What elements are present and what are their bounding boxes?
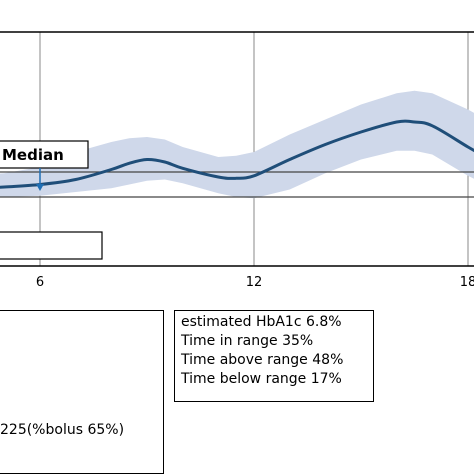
median-line xyxy=(0,119,474,189)
x-tick-label-12: 12 xyxy=(246,275,263,290)
median-callout-label: Median xyxy=(2,146,64,164)
stats-hba1c: estimated HbA1c 6.8% xyxy=(181,314,342,330)
x-tick-label-6: 6 xyxy=(36,275,44,290)
stats-time-in-range: Time in range 35% xyxy=(181,333,314,349)
median-callout-arrowhead xyxy=(36,184,44,191)
x-tick-labels: 6 12 18 xyxy=(36,275,474,290)
bolus-text: 225(%bolus 65%) xyxy=(0,422,125,438)
stats-time-above-range: Time above range 48% xyxy=(181,352,344,368)
empty-label-box xyxy=(0,231,103,260)
plot-frame xyxy=(0,31,474,267)
median-callout-box xyxy=(0,140,89,169)
x-tick-label-18: 18 xyxy=(460,275,474,290)
target-range-lines xyxy=(0,171,474,198)
glycemic-stats-box: estimated HbA1c 6.8% Time in range 35% T… xyxy=(174,310,374,402)
stats-time-below-range: Time below range 17% xyxy=(181,371,342,387)
bolus-info-box xyxy=(0,310,164,474)
